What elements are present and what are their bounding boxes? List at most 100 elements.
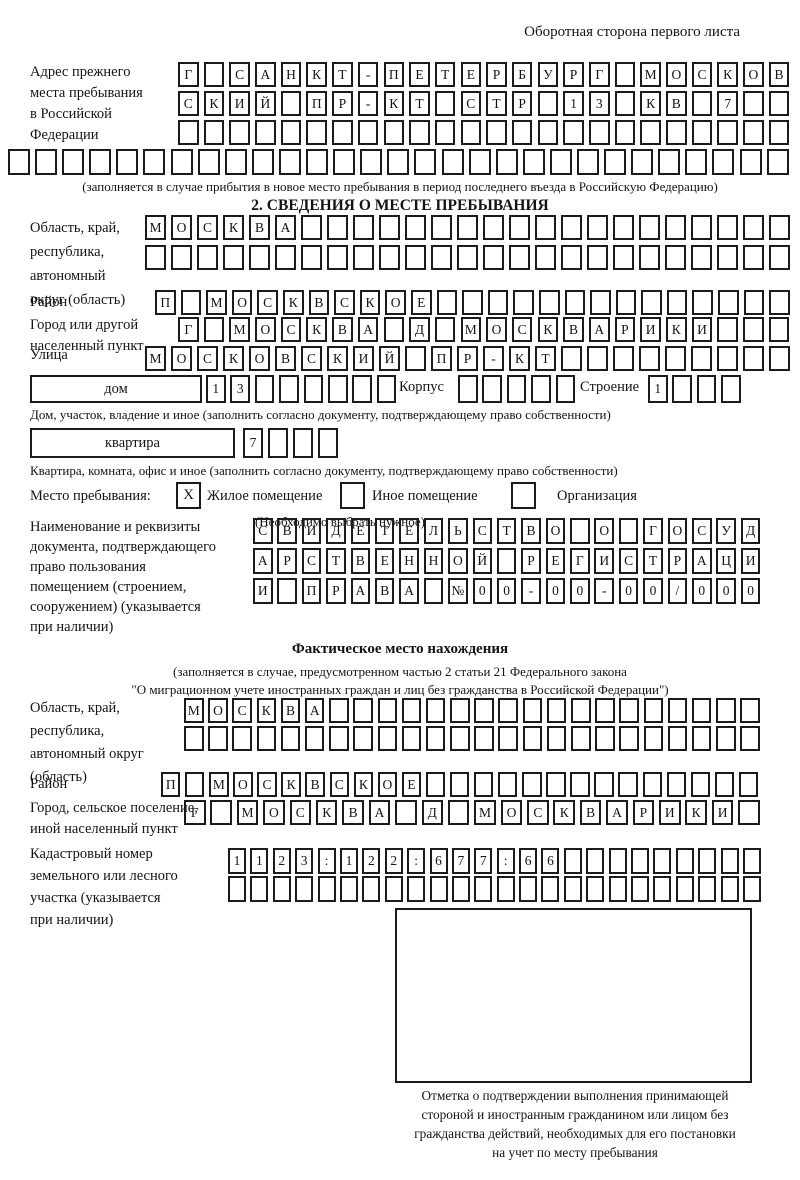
char-box[interactable]: С [232, 698, 252, 723]
char-box[interactable]: 3 [589, 91, 610, 116]
char-box[interactable] [576, 149, 599, 175]
char-box[interactable]: Р [632, 800, 655, 825]
char-box[interactable] [531, 375, 551, 403]
char-box[interactable] [604, 149, 627, 175]
char-box[interactable]: Г [184, 800, 206, 825]
char-box[interactable]: К [315, 800, 338, 825]
char-box[interactable]: М [640, 62, 661, 87]
char-box[interactable]: Б [511, 62, 533, 87]
char-box[interactable]: А [350, 578, 371, 604]
char-box[interactable] [653, 848, 672, 874]
char-box[interactable]: К [537, 317, 559, 342]
char-box[interactable]: В [332, 317, 353, 342]
char-box[interactable] [768, 91, 790, 116]
char-box[interactable]: П [161, 772, 181, 797]
char-box[interactable] [665, 346, 686, 371]
char-box[interactable]: А [304, 698, 325, 723]
char-box[interactable]: 0 [472, 578, 493, 604]
char-box[interactable] [431, 245, 452, 270]
char-box[interactable] [614, 91, 636, 116]
char-box[interactable] [352, 375, 372, 403]
char-box[interactable]: С [257, 290, 278, 315]
char-box[interactable]: А [255, 62, 276, 87]
char-box[interactable]: И [659, 800, 681, 825]
char-box[interactable]: О [255, 317, 276, 342]
char-box[interactable] [353, 215, 374, 240]
char-box[interactable]: 0 [643, 578, 663, 604]
char-box[interactable]: Т [535, 346, 556, 371]
char-box[interactable]: Р [614, 317, 636, 342]
org-checkbox[interactable] [511, 482, 536, 509]
char-box[interactable]: К [223, 215, 244, 240]
char-box[interactable] [293, 428, 313, 458]
char-box[interactable] [89, 149, 112, 175]
char-box[interactable] [743, 317, 764, 342]
char-box[interactable] [272, 876, 291, 902]
char-box[interactable]: - [521, 578, 541, 604]
char-box[interactable]: Д [421, 800, 444, 825]
char-box[interactable]: И [229, 91, 250, 116]
char-box[interactable] [587, 215, 608, 240]
char-box[interactable] [720, 848, 739, 874]
char-box[interactable] [377, 698, 397, 723]
char-box[interactable]: : [317, 848, 336, 874]
char-box[interactable] [769, 346, 790, 371]
char-box[interactable]: О [743, 62, 764, 87]
char-box[interactable]: 0 [570, 578, 590, 604]
char-box[interactable] [143, 149, 166, 175]
char-box[interactable] [718, 290, 739, 315]
char-box[interactable] [333, 149, 356, 175]
char-box[interactable] [692, 290, 714, 315]
char-box[interactable] [665, 215, 686, 240]
char-box[interactable] [451, 876, 470, 902]
char-box[interactable] [546, 772, 566, 797]
char-box[interactable] [457, 215, 478, 240]
char-box[interactable] [278, 149, 301, 175]
char-box[interactable] [509, 215, 530, 240]
char-box[interactable] [691, 91, 713, 116]
char-box[interactable] [743, 91, 764, 116]
char-box[interactable] [434, 120, 456, 145]
char-box[interactable]: К [306, 62, 327, 87]
char-box[interactable] [357, 120, 379, 145]
char-box[interactable] [301, 215, 322, 240]
char-box[interactable] [401, 698, 422, 723]
char-box[interactable] [740, 698, 760, 723]
char-box[interactable] [631, 848, 650, 874]
char-box[interactable] [436, 290, 458, 315]
char-box[interactable] [318, 428, 338, 458]
char-box[interactable] [519, 876, 538, 902]
char-box[interactable] [197, 149, 220, 175]
char-box[interactable] [698, 876, 717, 902]
char-box[interactable] [332, 120, 353, 145]
char-box[interactable]: В [666, 91, 687, 116]
char-box[interactable] [691, 698, 712, 723]
char-box[interactable] [249, 245, 270, 270]
inoe-checkbox[interactable] [340, 482, 365, 509]
char-box[interactable] [613, 215, 634, 240]
char-box[interactable] [306, 120, 327, 145]
char-box[interactable] [62, 149, 85, 175]
char-box[interactable]: 7 [243, 428, 263, 458]
char-box[interactable] [667, 698, 688, 723]
char-box[interactable] [203, 120, 225, 145]
char-box[interactable]: 1 [206, 375, 226, 403]
char-box[interactable] [496, 876, 515, 902]
char-box[interactable] [691, 726, 712, 751]
char-box[interactable]: О [486, 317, 507, 342]
char-box[interactable] [587, 245, 608, 270]
char-box[interactable]: А [589, 317, 610, 342]
char-box[interactable] [401, 726, 422, 751]
char-box[interactable]: Е [399, 518, 419, 544]
char-box[interactable] [690, 772, 711, 797]
char-box[interactable]: К [306, 317, 327, 342]
char-box[interactable] [743, 245, 764, 270]
char-box[interactable] [486, 120, 507, 145]
char-box[interactable] [145, 245, 166, 270]
char-box[interactable]: И [740, 548, 761, 574]
char-box[interactable] [353, 726, 373, 751]
char-box[interactable]: С [301, 548, 322, 574]
char-box[interactable] [170, 149, 193, 175]
char-box[interactable]: М [184, 698, 204, 723]
char-box[interactable] [460, 120, 482, 145]
